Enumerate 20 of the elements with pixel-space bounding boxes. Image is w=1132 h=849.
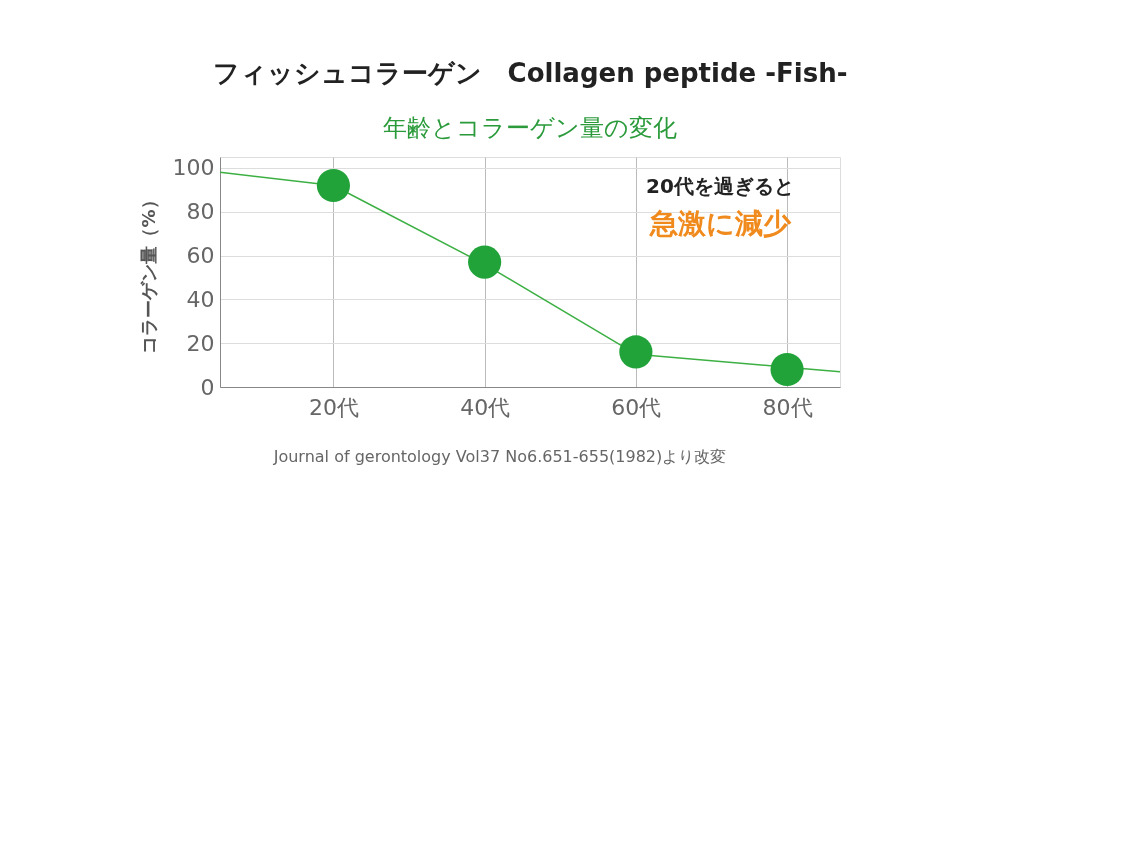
x-tick-label: 40代 — [460, 394, 511, 420]
chart-subtitle: 年齢とコラーゲン量の変化 — [383, 113, 677, 142]
point — [468, 245, 502, 279]
x-tick-label: 80代 — [762, 394, 813, 420]
annotation: 急激に減少 — [648, 207, 792, 240]
y-tick-label: 60 — [186, 243, 215, 269]
point — [619, 335, 653, 369]
y-tick-label: 40 — [186, 286, 215, 312]
y-tick-label: 20 — [186, 330, 215, 356]
y-tick-label: 0 — [200, 374, 215, 400]
text: Journal of gerontology Vol37 No6.651-655(1982)より改変 — [272, 447, 727, 466]
y-tick-label: 100 — [172, 155, 215, 181]
y-axis-title: コラーゲン量（%） — [137, 191, 159, 354]
y-tick-label: 80 — [186, 199, 215, 225]
x-tick-label: 60代 — [611, 394, 662, 420]
point — [316, 168, 350, 203]
point — [770, 352, 804, 387]
chart-title: フィッシュコラーゲン Collagen peptide -Fish- — [212, 57, 848, 88]
annotation: 20代を過ぎると — [646, 174, 794, 198]
x-tick-label: 20代 — [308, 394, 359, 420]
